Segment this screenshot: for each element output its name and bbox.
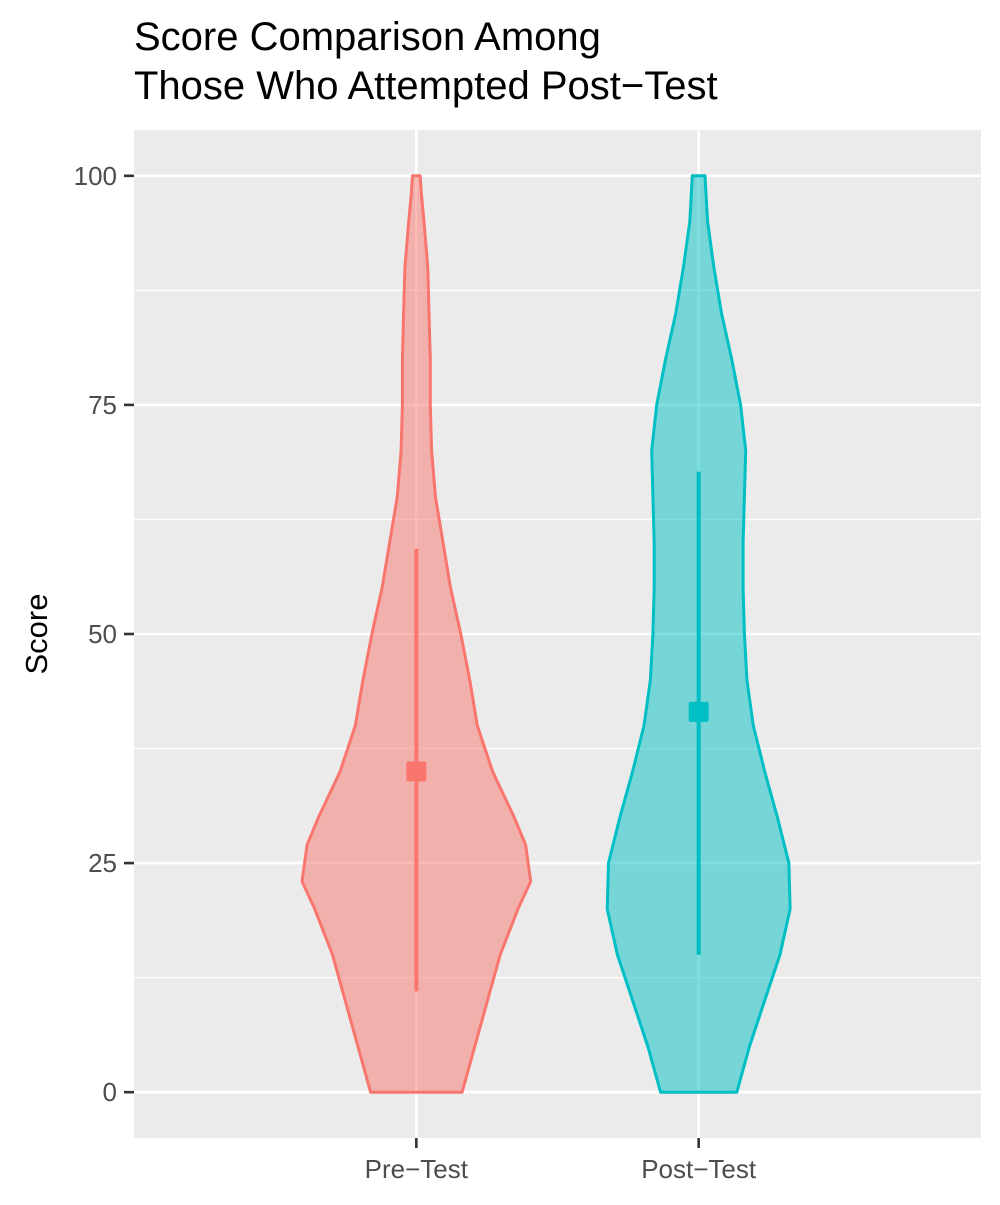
chart-title-line-1: Score Comparison Among [134, 15, 601, 59]
x-tick-label: Post−Test [641, 1154, 757, 1184]
y-tick-label: 0 [103, 1077, 117, 1107]
y-tick-label: 75 [88, 390, 117, 420]
y-tick-label: 50 [88, 619, 117, 649]
x-tick-label: Pre−Test [365, 1154, 469, 1184]
violins [300, 174, 792, 1094]
mean-point [406, 761, 427, 782]
y-tick-label: 25 [88, 848, 117, 878]
mean-point [688, 701, 709, 722]
y-tick-label: 100 [74, 161, 117, 191]
x-axis: Pre−Test Post−Test [365, 1138, 757, 1184]
minor-gridlines [134, 289, 981, 979]
y-axis: 0 25 50 75 100 [74, 161, 134, 1107]
chart-title-line-2: Those Who Attempted Post−Test [134, 64, 718, 108]
